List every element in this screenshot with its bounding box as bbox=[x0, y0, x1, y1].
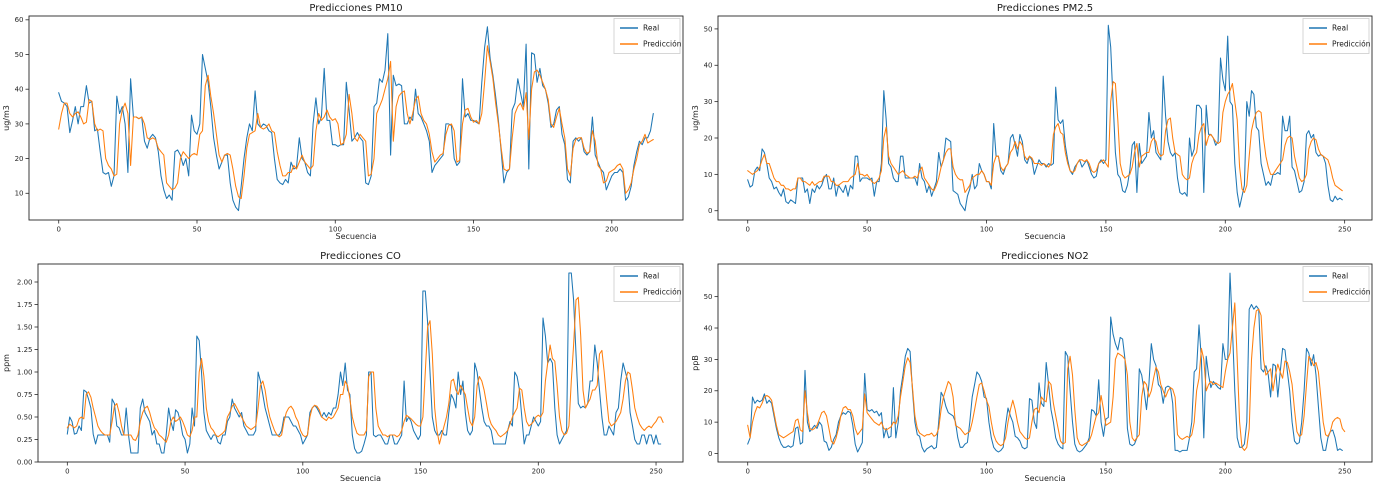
legend: Real Predicción bbox=[613, 18, 682, 54]
x-tick-label: 100 bbox=[329, 226, 342, 234]
x-tick-label: 0 bbox=[65, 468, 69, 476]
legend-label-prediccion: Predicción bbox=[643, 40, 682, 49]
series-real-line bbox=[747, 272, 1343, 453]
x-axis-label: Secuencia bbox=[336, 232, 377, 241]
x-tick-label: 0 bbox=[745, 468, 749, 476]
y-tick-label: 30 bbox=[704, 356, 713, 364]
x-tick-label: 250 bbox=[649, 468, 662, 476]
chart-title: Predicciones PM10 bbox=[309, 3, 402, 14]
x-tick-label: 50 bbox=[863, 226, 872, 234]
legend-box bbox=[613, 18, 681, 54]
x-tick-label: 50 bbox=[181, 468, 190, 476]
series-real-line bbox=[66, 272, 662, 454]
x-tick-label: 50 bbox=[193, 226, 202, 234]
plot-area bbox=[717, 15, 1373, 221]
legend-label-real: Real bbox=[643, 24, 659, 33]
y-tick-label: 0.00 bbox=[17, 458, 33, 466]
x-tick-label: 150 bbox=[414, 468, 427, 476]
x-tick-label: 150 bbox=[467, 226, 480, 234]
y-tick-label: 0.25 bbox=[17, 436, 33, 444]
x-tick-label: 200 bbox=[1219, 468, 1232, 476]
chart-co: Predicciones CO Secuencia ppm 0 50 100 150 200 2… bbox=[2, 251, 684, 483]
y-axis-label: ug/m3 bbox=[691, 105, 700, 131]
y-tick-label: 40 bbox=[704, 324, 713, 332]
legend-label-prediccion: Predicción bbox=[1332, 288, 1371, 297]
legend: Real Predicción bbox=[1302, 266, 1371, 302]
chart-title: Predicciones NO2 bbox=[1001, 251, 1089, 262]
series-prediccion-line bbox=[66, 296, 664, 445]
y-tick-label: 10 bbox=[704, 419, 713, 427]
y-tick-label: 40 bbox=[704, 62, 713, 70]
y-tick-label: 50 bbox=[704, 293, 713, 301]
x-tick-label: 100 bbox=[980, 468, 993, 476]
y-tick-label: 0 bbox=[708, 207, 712, 215]
y-tick-label: 30 bbox=[15, 120, 24, 128]
x-tick-label: 150 bbox=[1099, 468, 1112, 476]
series-prediccion-line bbox=[58, 45, 654, 200]
x-tick-label: 100 bbox=[296, 468, 309, 476]
x-axis-label: Secuencia bbox=[1025, 232, 1066, 241]
y-tick-label: 10 bbox=[15, 190, 24, 198]
y-tick-label: 1.00 bbox=[17, 368, 33, 376]
y-tick-label: 0.75 bbox=[17, 391, 33, 399]
y-tick-label: 50 bbox=[15, 51, 24, 59]
legend-label-real: Real bbox=[1332, 272, 1348, 281]
legend-label-prediccion: Predicción bbox=[1332, 40, 1371, 49]
x-tick-label: 200 bbox=[1219, 226, 1232, 234]
x-tick-label: 100 bbox=[980, 226, 993, 234]
y-axis-label: ppm bbox=[2, 354, 11, 372]
x-tick-label: 200 bbox=[532, 468, 545, 476]
legend-box bbox=[1302, 266, 1370, 302]
y-tick-label: 20 bbox=[15, 155, 24, 163]
x-tick-label: 0 bbox=[56, 226, 60, 234]
chart-title: Predicciones CO bbox=[320, 251, 401, 262]
x-tick-label: 250 bbox=[1338, 226, 1351, 234]
chart-pm10: Predicciones PM10 Secuencia ug/m3 0 50 100 150… bbox=[2, 3, 684, 241]
y-tick-label: 30 bbox=[704, 98, 713, 106]
x-tick-label: 250 bbox=[1338, 468, 1351, 476]
plot-area bbox=[717, 263, 1373, 463]
y-axis-label: ug/m3 bbox=[2, 105, 11, 131]
y-axis-label: ppB bbox=[691, 355, 700, 371]
x-tick-label: 50 bbox=[863, 468, 872, 476]
y-tick-label: 50 bbox=[704, 25, 713, 33]
x-tick-label: 0 bbox=[745, 226, 749, 234]
plot-area bbox=[28, 15, 684, 221]
chart-title: Predicciones PM2.5 bbox=[997, 3, 1093, 14]
y-tick-label: 20 bbox=[704, 387, 713, 395]
series-prediccion-line bbox=[747, 81, 1343, 194]
x-axis-label: Secuencia bbox=[340, 474, 381, 483]
legend-box bbox=[613, 266, 681, 302]
y-tick-label: 1.25 bbox=[17, 346, 33, 354]
series-real-line bbox=[58, 26, 654, 212]
y-tick-label: 0.50 bbox=[17, 413, 33, 421]
y-tick-label: 1.75 bbox=[17, 301, 33, 309]
series-prediccion-line bbox=[747, 302, 1346, 451]
plot-area bbox=[37, 263, 684, 463]
y-tick-label: 0 bbox=[708, 450, 712, 458]
y-tick-label: 40 bbox=[15, 86, 24, 94]
y-tick-label: 60 bbox=[15, 16, 24, 24]
y-tick-label: 1.50 bbox=[17, 323, 33, 331]
y-tick-label: 10 bbox=[704, 171, 713, 179]
series-real-line bbox=[747, 24, 1343, 212]
x-tick-label: 150 bbox=[1099, 226, 1112, 234]
legend-box bbox=[1302, 18, 1370, 54]
legend: Real Predicción bbox=[1302, 18, 1371, 54]
x-axis-label: Secuencia bbox=[1025, 474, 1066, 483]
y-tick-label: 2.00 bbox=[17, 278, 33, 286]
legend-label-real: Real bbox=[1332, 24, 1348, 33]
legend-label-real: Real bbox=[643, 272, 659, 281]
legend: Real Predicción bbox=[613, 266, 682, 302]
x-tick-label: 200 bbox=[605, 226, 618, 234]
legend-label-prediccion: Predicción bbox=[643, 288, 682, 297]
y-tick-label: 20 bbox=[704, 134, 713, 142]
